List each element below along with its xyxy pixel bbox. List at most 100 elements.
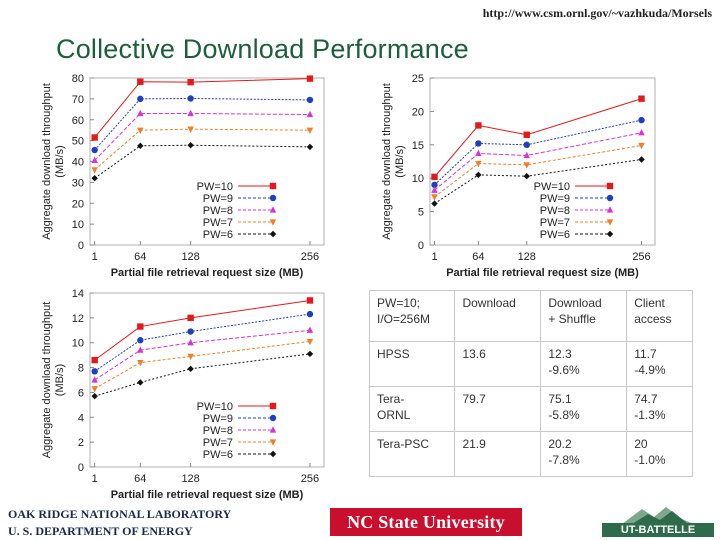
ut-battelle-text: UT-BATTELLE — [602, 523, 714, 537]
legend-marker — [269, 450, 277, 458]
legend-marker — [269, 230, 277, 238]
series-line — [434, 132, 642, 191]
y-tick-label: 12 — [72, 313, 84, 325]
table-row: HPSS 13.6 12.3 -9.6% 11.7 -4.9% — [368, 341, 693, 387]
table-header-cell: PW=10; I/O=256M — [368, 290, 456, 342]
table-cell: 20 -1.0% — [626, 431, 693, 477]
data-point — [431, 181, 438, 189]
data-point — [306, 143, 314, 151]
legend-label: PW=10 — [197, 181, 233, 193]
y-tick-label: 4 — [78, 412, 84, 424]
series-pw-8 — [431, 128, 645, 193]
legend-marker — [269, 414, 277, 422]
data-point — [91, 134, 98, 141]
data-point — [187, 328, 194, 335]
legend-marker — [606, 194, 614, 202]
series-line — [94, 340, 311, 390]
data-point — [638, 156, 645, 163]
table-cell: HPSS — [368, 341, 456, 387]
table-cell: Tera-PSC — [368, 431, 456, 477]
ut-battelle-logo: UT-BATTELLE — [602, 505, 714, 537]
y-tick-label: 50 — [72, 136, 84, 148]
org-department: U. S. DEPARTMENT OF ENERGY — [8, 524, 193, 538]
legend-label: PW=9 — [203, 413, 233, 425]
series-pw-8 — [91, 109, 314, 164]
legend-marker — [606, 182, 614, 190]
series-pw-6 — [431, 156, 645, 207]
legend-label: PW=10 — [534, 181, 570, 193]
chart-bottom-left: 0 2 4 6 8 10 12 14 1 64 128 256 Partial file retriev… — [41, 288, 325, 501]
data-point — [306, 96, 314, 104]
page-title: Collective Download Performance — [56, 34, 469, 64]
data-point — [187, 142, 194, 149]
comparison-table: PW=10; I/O=256M Download Download + Shuffl… — [368, 290, 693, 477]
data-point — [475, 160, 482, 168]
x-tick-label: 64 — [134, 251, 146, 263]
y-tick-label: 0 — [418, 240, 424, 252]
data-point — [431, 200, 438, 207]
data-point — [523, 151, 530, 159]
table-header-row: PW=10; I/O=256M Download Download + Shuffl… — [368, 290, 693, 342]
legend-marker — [269, 426, 277, 433]
data-point — [187, 365, 194, 373]
legend-label: PW=10 — [197, 401, 233, 413]
x-tick-label: 64 — [472, 251, 484, 263]
legend-label: PW=7 — [203, 217, 233, 229]
y-tick-label: 40 — [72, 157, 84, 169]
y-tick-label: 14 — [72, 288, 84, 300]
x-tick-label: 256 — [301, 251, 319, 263]
y-tick-label: 10 — [412, 173, 424, 185]
series-line — [434, 119, 642, 186]
chart-top-right: 0 5 10 15 20 25 1 64 128 256 Partial file retrieva… — [381, 73, 656, 279]
data-point — [187, 78, 194, 86]
x-tick-label: 128 — [518, 251, 536, 263]
y-tick-label: 30 — [72, 177, 84, 189]
x-tick-label: 256 — [301, 473, 319, 485]
data-point — [306, 310, 314, 318]
data-point — [137, 323, 144, 330]
table-cell: 21.9 — [454, 431, 542, 477]
legend-marker — [269, 402, 277, 410]
series-line — [94, 313, 311, 372]
series-line — [434, 159, 642, 205]
data-point — [306, 338, 314, 346]
series-pw-9 — [91, 310, 314, 375]
table-cell: 79.7 — [454, 386, 542, 432]
data-point — [431, 173, 438, 181]
x-axis-label: Partial file retrieval request size (MB) — [446, 267, 639, 279]
series-line — [94, 112, 310, 161]
data-point — [91, 376, 98, 383]
data-point — [137, 379, 144, 386]
series-line — [94, 128, 310, 171]
y-tick-label: 2 — [78, 437, 84, 449]
data-point — [137, 78, 144, 85]
plot-frame — [429, 77, 656, 246]
series-line — [94, 144, 310, 179]
legend-marker — [269, 194, 277, 202]
y-axis-label: Aggregate download throughput(MB/s) — [381, 83, 406, 240]
data-point — [91, 356, 98, 364]
data-point — [187, 126, 194, 133]
y-axis-label: Aggregate download throughput(MB/s) — [41, 302, 66, 459]
series-line — [434, 98, 642, 178]
series-line — [94, 97, 310, 151]
y-tick-label: 6 — [78, 387, 84, 399]
y-tick-label: 20 — [72, 198, 84, 210]
table-cell: 20.2 -7.8% — [540, 431, 628, 477]
y-tick-label: 60 — [72, 115, 84, 127]
data-point — [638, 128, 645, 136]
table-cell: 12.3 -9.6% — [540, 341, 628, 387]
x-axis-label: Partial file retrieval request size (MB) — [111, 267, 304, 279]
table-header-cell: Download + Shuffle — [540, 290, 628, 342]
data-point — [475, 149, 482, 157]
legend-label: PW=6 — [540, 229, 570, 241]
data-point — [187, 109, 194, 117]
series-pw-10 — [431, 95, 645, 181]
legend-marker — [606, 206, 614, 213]
series-pw-10 — [91, 75, 314, 141]
series-line — [94, 329, 311, 381]
x-tick-label: 128 — [181, 473, 199, 485]
series-pw-7 — [431, 142, 645, 201]
legend-label: PW=7 — [203, 437, 233, 449]
x-tick-label: 64 — [134, 473, 146, 485]
